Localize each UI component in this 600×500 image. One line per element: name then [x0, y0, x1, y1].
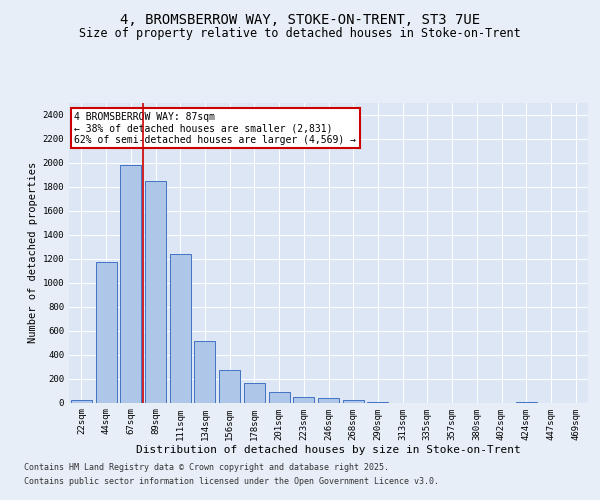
Bar — [170, 254, 191, 402]
Bar — [293, 396, 314, 402]
Y-axis label: Number of detached properties: Number of detached properties — [28, 162, 38, 343]
Text: 4 BROMSBERROW WAY: 87sqm
← 38% of detached houses are smaller (2,831)
62% of sem: 4 BROMSBERROW WAY: 87sqm ← 38% of detach… — [74, 112, 356, 144]
Bar — [343, 400, 364, 402]
Bar — [269, 392, 290, 402]
Bar — [145, 180, 166, 402]
Text: Contains public sector information licensed under the Open Government Licence v3: Contains public sector information licen… — [24, 477, 439, 486]
Bar — [219, 370, 240, 402]
X-axis label: Distribution of detached houses by size in Stoke-on-Trent: Distribution of detached houses by size … — [136, 445, 521, 455]
Text: Contains HM Land Registry data © Crown copyright and database right 2025.: Contains HM Land Registry data © Crown c… — [24, 464, 389, 472]
Text: 4, BROMSBERROW WAY, STOKE-ON-TRENT, ST3 7UE: 4, BROMSBERROW WAY, STOKE-ON-TRENT, ST3 … — [120, 12, 480, 26]
Text: Size of property relative to detached houses in Stoke-on-Trent: Size of property relative to detached ho… — [79, 28, 521, 40]
Bar — [318, 398, 339, 402]
Bar — [194, 340, 215, 402]
Bar — [71, 400, 92, 402]
Bar — [95, 262, 116, 402]
Bar — [120, 165, 141, 402]
Bar — [244, 384, 265, 402]
